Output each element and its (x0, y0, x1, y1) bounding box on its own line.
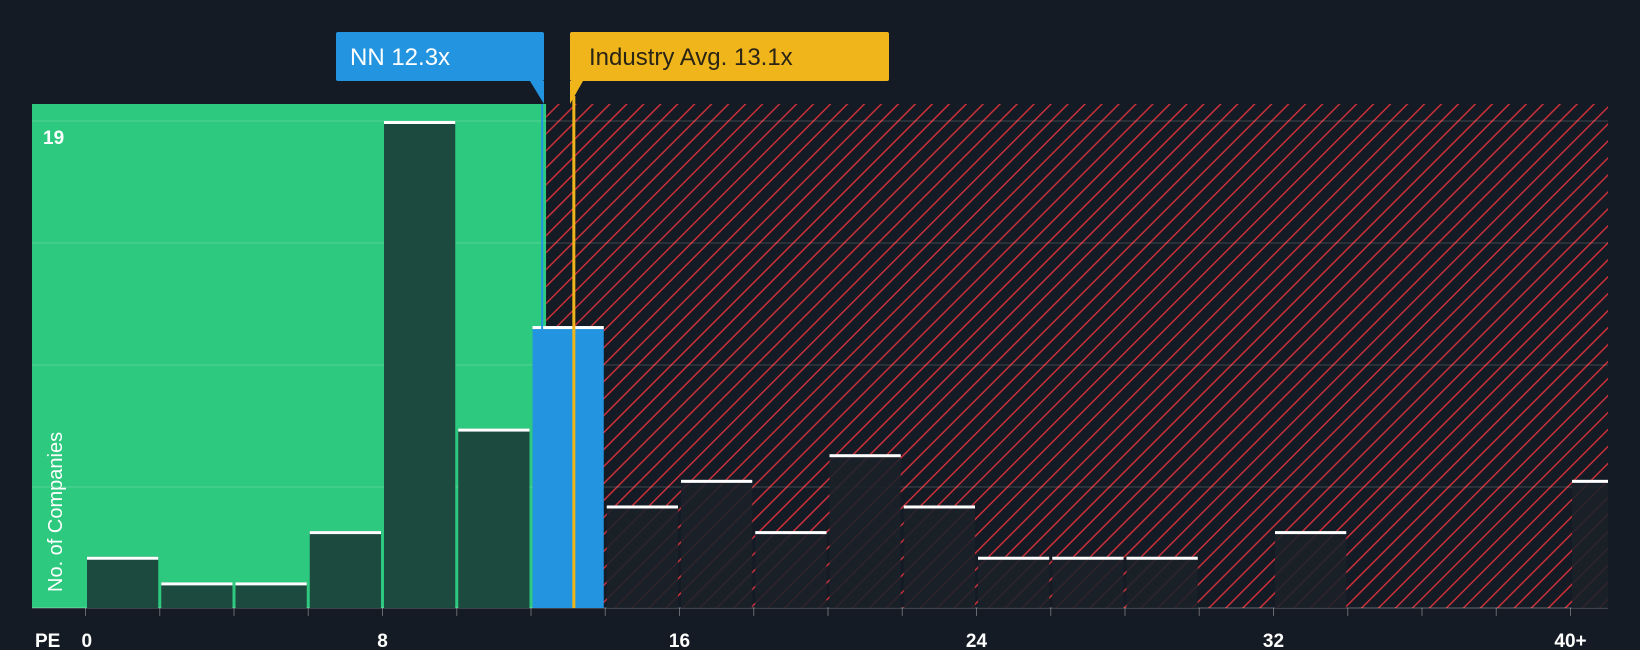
bar-14-16 (606, 505, 678, 608)
bar-cap-2-4 (161, 582, 233, 586)
bar-cap-20-22 (829, 454, 901, 458)
bar-24-26 (978, 556, 1050, 608)
bar-cap-40-41 (1572, 479, 1608, 483)
company-callout-pointer (530, 81, 544, 104)
bar-cap-8-10 (384, 121, 456, 124)
bar-18-20 (755, 531, 827, 608)
bar-28-30 (1126, 556, 1198, 608)
bar-2-4 (161, 582, 233, 608)
y-axis-label: No. of Companies (45, 432, 67, 592)
bar-20-22 (829, 454, 901, 608)
x-axis-label: PE (35, 631, 60, 650)
bar-cap-28-30 (1126, 556, 1198, 560)
company-callout-box (336, 32, 544, 81)
bar-6-8 (309, 531, 381, 608)
bar-26-28 (1052, 556, 1124, 608)
bar-8-10 (384, 121, 456, 608)
bar-10-12 (458, 428, 530, 608)
y-axis-max-label: 19 (43, 128, 64, 149)
x-tick-label-40+: 40+ (1554, 631, 1586, 650)
company-pe-callout: NN 12.3x (336, 32, 544, 104)
bar-40-41 (1572, 479, 1608, 608)
bar-cap-6-8 (309, 531, 381, 535)
bar-cap-10-12 (458, 428, 530, 432)
industry-callout-pointer (570, 81, 583, 104)
valuation-markers (541, 96, 576, 608)
company-pe-label: NN 12.3x (350, 44, 450, 71)
bar-cap-26-28 (1052, 556, 1124, 560)
bar-cap-24-26 (978, 556, 1050, 560)
bar-cap-4-6 (235, 582, 307, 586)
histogram-bars (87, 121, 1608, 608)
industry-callout-box (570, 32, 889, 81)
bar-cap-32-34 (1275, 531, 1347, 535)
bar-22-24 (903, 505, 975, 608)
industry-avg-label: Industry Avg. 13.1x (589, 44, 793, 71)
bar-0-2 (87, 556, 159, 608)
bar-12-14 (532, 326, 604, 608)
bar-4-6 (235, 582, 307, 608)
bar-32-34 (1275, 531, 1347, 608)
bar-16-18 (681, 479, 753, 608)
x-tick-label-0: 0 (82, 631, 93, 650)
y-max-tick: 19 (43, 128, 64, 149)
x-tick-label-24: 24 (966, 631, 988, 650)
bar-cap-0-2 (87, 556, 159, 560)
bar-cap-12-14 (532, 326, 604, 330)
industry-avg-callout: Industry Avg. 13.1x (570, 32, 889, 104)
bar-cap-22-24 (903, 505, 975, 509)
bar-cap-16-18 (681, 479, 753, 483)
x-tick-label-8: 8 (377, 631, 388, 650)
bar-cap-14-16 (606, 505, 678, 509)
x-tick-label-16: 16 (669, 631, 690, 650)
x-tick-label-32: 32 (1263, 631, 1284, 650)
bar-cap-18-20 (755, 531, 827, 535)
x-axis-ticks: 0 8 16 24 32 40+ (82, 608, 1587, 650)
